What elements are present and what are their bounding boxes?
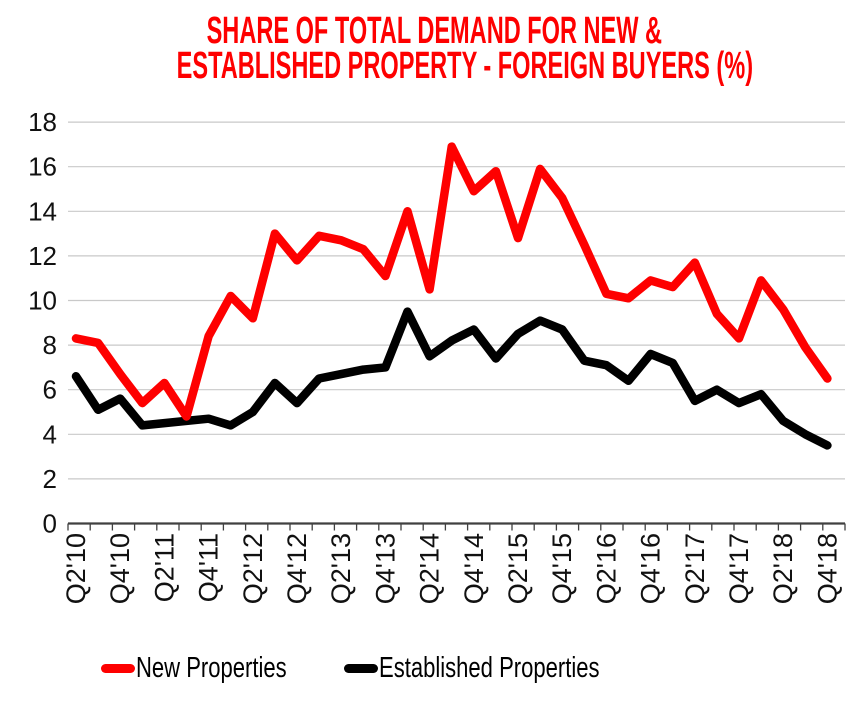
y-tick-label: 4 — [43, 419, 57, 449]
x-tick-label: Q4'15 — [547, 533, 577, 604]
legend-item-established-properties: Established Properties — [344, 648, 669, 688]
x-tick-label: Q4'17 — [724, 533, 754, 604]
legend-label-established-properties: Established Properties — [379, 651, 600, 684]
legend: New Properties Established Properties — [0, 648, 868, 694]
x-tick-label: Q2'18 — [768, 533, 798, 604]
y-tick-label: 18 — [28, 107, 57, 137]
y-tick-label: 14 — [28, 196, 57, 226]
chart-title: SHARE OF TOTAL DEMAND FOR NEW & ESTABLIS… — [0, 10, 868, 87]
y-tick-label: 2 — [43, 464, 57, 494]
chart-title-line2: ESTABLISHED PROPERTY - FOREIGN BUYERS (%… — [176, 45, 754, 87]
x-tick-label: Q4'18 — [812, 533, 842, 604]
established-properties-line-swatch-icon — [344, 663, 378, 673]
x-tick-label: Q2'12 — [238, 533, 268, 604]
series-line-new-properties — [71, 142, 832, 421]
x-tick-label: Q2'13 — [326, 533, 356, 604]
y-tick-label: 8 — [43, 330, 57, 360]
y-tick-label: 12 — [28, 241, 57, 271]
legend-label-new-properties: New Properties — [136, 651, 287, 684]
y-tick-label: 6 — [43, 375, 57, 405]
x-tick-label: Q2'15 — [503, 533, 533, 604]
x-tick-label: Q4'14 — [459, 533, 489, 604]
x-tick-label: Q2'17 — [680, 533, 710, 604]
x-tick-label: Q2'16 — [591, 533, 621, 604]
x-tick-label: Q4'10 — [105, 533, 135, 604]
chart-title-line1: SHARE OF TOTAL DEMAND FOR NEW & — [206, 10, 662, 52]
x-tick-label: Q4'12 — [282, 533, 312, 604]
new-properties-line-swatch-icon — [101, 663, 135, 673]
x-tick-label: Q4'13 — [370, 533, 400, 604]
x-tick-label: Q2'14 — [415, 533, 445, 604]
x-tick-label: Q2'10 — [61, 533, 91, 604]
legend-item-new-properties: New Properties — [101, 648, 334, 688]
y-tick-label: 16 — [28, 152, 57, 182]
x-tick-label: Q4'16 — [636, 533, 666, 604]
plot-area: 0 2 4 6 8 10 12 14 16 18 Q2'10 Q4'10 Q2'11 Q4'11 Q2'12… — [28, 107, 846, 604]
x-tick-label: Q2'11 — [149, 533, 179, 602]
series-line-established-properties — [71, 307, 832, 450]
y-tick-label: 10 — [28, 286, 57, 316]
x-tick-label: Q4'11 — [194, 533, 224, 602]
y-tick-label: 0 — [43, 509, 57, 539]
